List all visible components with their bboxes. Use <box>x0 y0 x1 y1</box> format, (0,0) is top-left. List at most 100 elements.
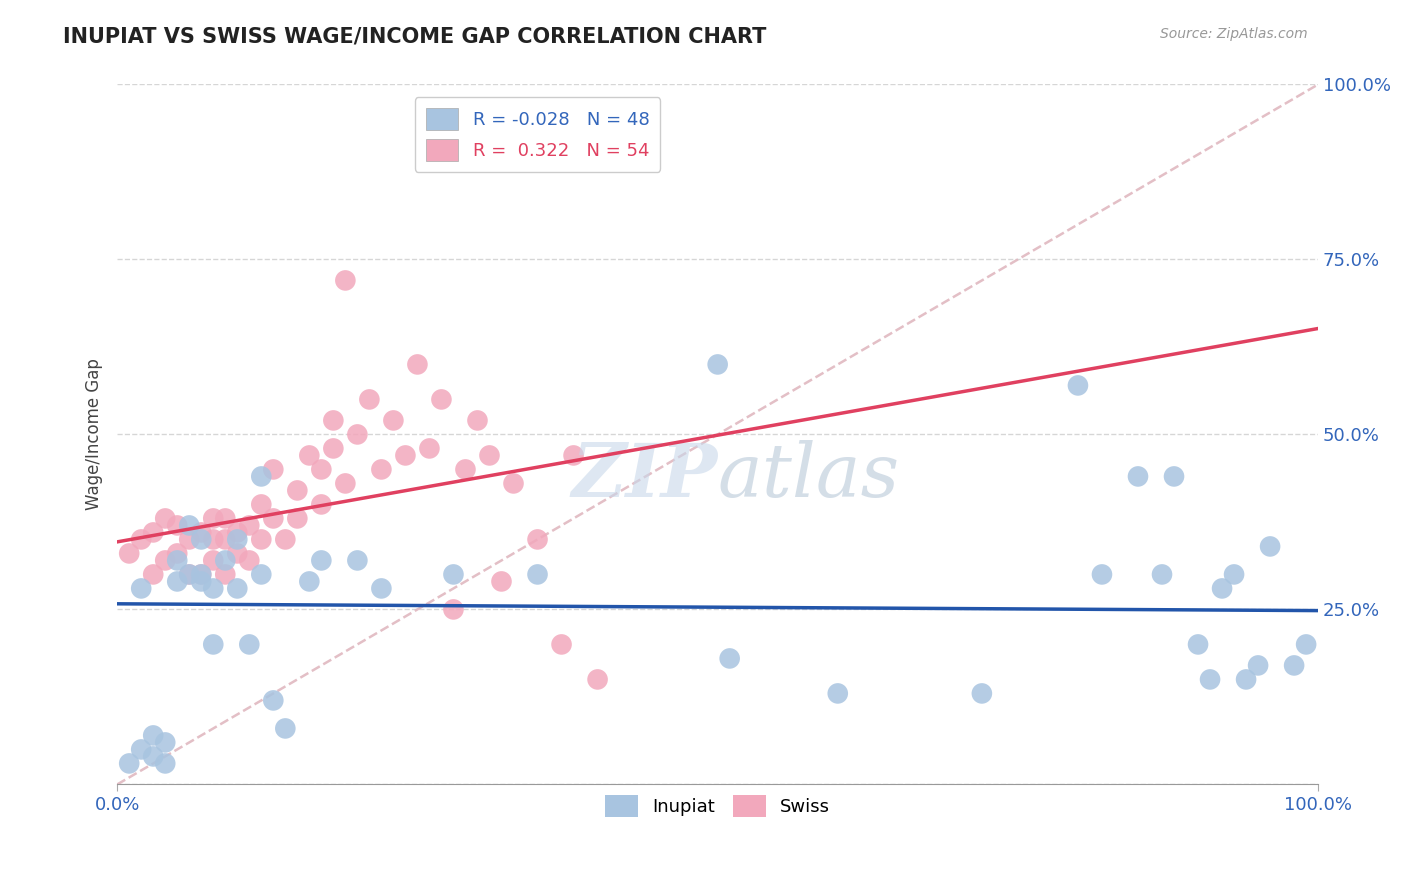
Point <box>129 742 152 756</box>
Point <box>285 483 308 498</box>
Point <box>202 582 225 596</box>
Text: INUPIAT VS SWISS WAGE/INCOME GAP CORRELATION CHART: INUPIAT VS SWISS WAGE/INCOME GAP CORRELA… <box>63 27 766 46</box>
Point <box>406 358 429 372</box>
Point <box>190 574 212 589</box>
Point <box>250 533 273 547</box>
Y-axis label: Wage/Income Gap: Wage/Income Gap <box>86 359 103 510</box>
Point <box>322 442 344 456</box>
Point <box>179 533 201 547</box>
Point <box>262 693 284 707</box>
Point <box>226 533 249 547</box>
Point <box>970 686 993 700</box>
Point <box>443 602 465 616</box>
Point <box>190 533 212 547</box>
Point <box>155 511 177 525</box>
Point <box>1187 637 1209 651</box>
Point <box>155 756 177 771</box>
Point <box>382 413 405 427</box>
Point <box>1126 469 1149 483</box>
Point <box>370 582 392 596</box>
Point <box>478 449 501 463</box>
Point <box>1258 540 1281 554</box>
Point <box>311 553 333 567</box>
Point <box>491 574 513 589</box>
Text: Source: ZipAtlas.com: Source: ZipAtlas.com <box>1160 27 1308 41</box>
Point <box>166 546 188 560</box>
Point <box>1150 567 1173 582</box>
Point <box>443 567 465 582</box>
Point <box>202 533 225 547</box>
Point <box>526 533 548 547</box>
Point <box>285 511 308 525</box>
Legend: Inupiat, Swiss: Inupiat, Swiss <box>598 788 837 824</box>
Point <box>190 567 212 582</box>
Point <box>298 574 321 589</box>
Point <box>418 442 440 456</box>
Point <box>1234 673 1257 687</box>
Point <box>359 392 381 407</box>
Point <box>1223 567 1246 582</box>
Point <box>238 518 260 533</box>
Point <box>226 525 249 540</box>
Point <box>155 553 177 567</box>
Point <box>179 567 201 582</box>
Point <box>394 449 416 463</box>
Point <box>214 553 236 567</box>
Point <box>262 462 284 476</box>
Point <box>238 637 260 651</box>
Point <box>118 546 141 560</box>
Point <box>718 651 741 665</box>
Point <box>346 427 368 442</box>
Point <box>226 582 249 596</box>
Point <box>250 498 273 512</box>
Text: atlas: atlas <box>717 440 900 513</box>
Point <box>214 567 236 582</box>
Point <box>1247 658 1270 673</box>
Point <box>1295 637 1317 651</box>
Point <box>214 533 236 547</box>
Point <box>179 567 201 582</box>
Point <box>262 511 284 525</box>
Point <box>142 728 165 742</box>
Point <box>1067 378 1090 392</box>
Point <box>706 358 728 372</box>
Point <box>250 567 273 582</box>
Point <box>335 476 357 491</box>
Point <box>155 735 177 749</box>
Point <box>430 392 453 407</box>
Point <box>298 449 321 463</box>
Point <box>274 722 297 736</box>
Point <box>370 462 392 476</box>
Point <box>129 582 152 596</box>
Point <box>311 462 333 476</box>
Point <box>550 637 572 651</box>
Point <box>467 413 489 427</box>
Point <box>179 518 201 533</box>
Point <box>129 533 152 547</box>
Text: ZIP: ZIP <box>571 440 717 513</box>
Point <box>202 553 225 567</box>
Point <box>214 511 236 525</box>
Point <box>190 525 212 540</box>
Point <box>142 525 165 540</box>
Point <box>118 756 141 771</box>
Point <box>202 637 225 651</box>
Point <box>250 469 273 483</box>
Point <box>166 518 188 533</box>
Point <box>562 449 585 463</box>
Point <box>274 533 297 547</box>
Point <box>346 553 368 567</box>
Point <box>335 273 357 287</box>
Point <box>311 498 333 512</box>
Point <box>166 553 188 567</box>
Point <box>1163 469 1185 483</box>
Point <box>827 686 849 700</box>
Point <box>142 567 165 582</box>
Point <box>322 413 344 427</box>
Point <box>454 462 477 476</box>
Point <box>166 574 188 589</box>
Point <box>502 476 524 491</box>
Point <box>142 749 165 764</box>
Point <box>1282 658 1305 673</box>
Point <box>226 546 249 560</box>
